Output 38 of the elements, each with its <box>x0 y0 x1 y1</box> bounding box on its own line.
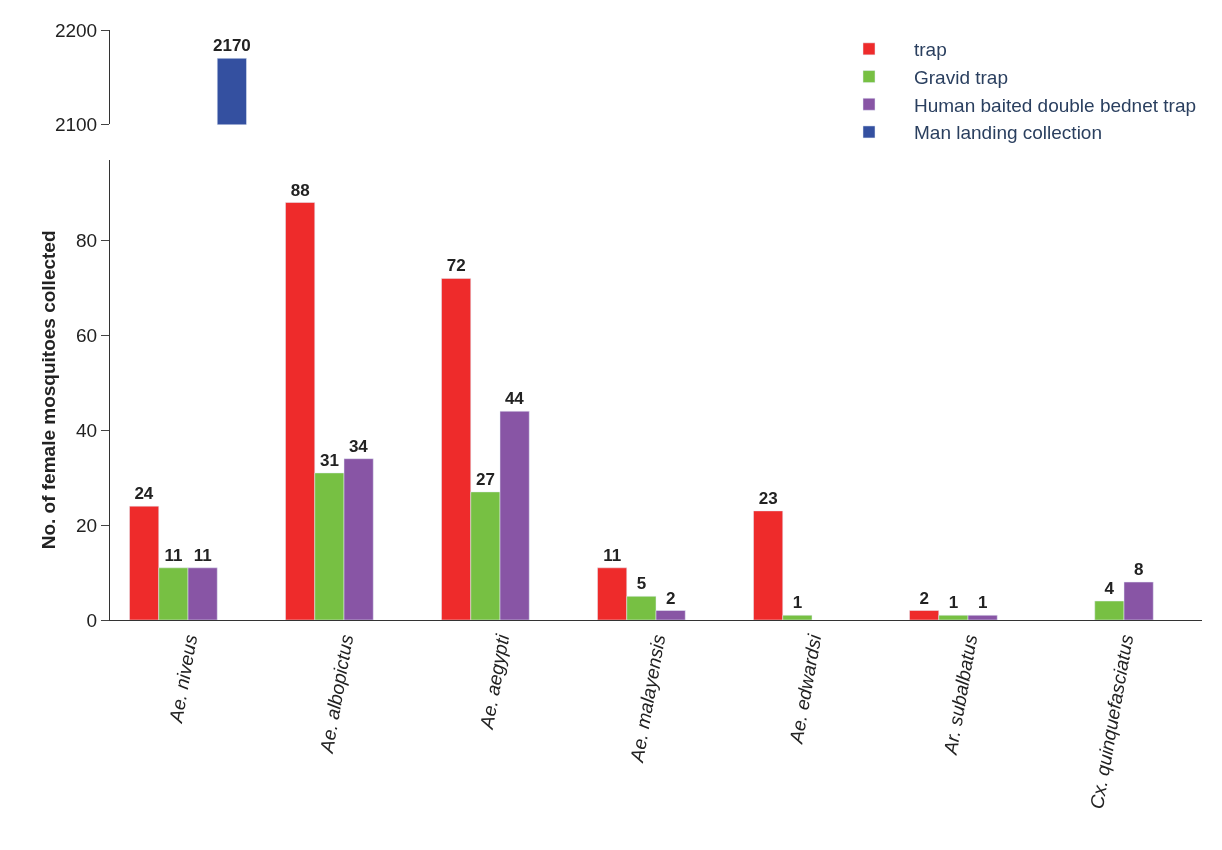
x-tick-label: Ae. malayensis <box>626 632 670 765</box>
data-label: 4 <box>1104 579 1115 599</box>
y-tick-label: 2200 <box>54 19 98 41</box>
data-label: 2 <box>665 588 676 608</box>
x-tick-label: Ae. aegypti <box>475 632 514 732</box>
data-label: 2 <box>919 588 929 608</box>
legend-label: Man landing collection <box>914 122 1103 144</box>
data-label: 11 <box>603 545 622 565</box>
data-label: 23 <box>758 488 778 508</box>
data-label: 11 <box>164 545 183 565</box>
legend-label: Human baited double bednet trap <box>914 94 1197 116</box>
legend-label: Gravid trap <box>914 66 1008 88</box>
data-label: 5 <box>636 574 647 594</box>
data-label: 34 <box>348 436 369 456</box>
y-tick-label: 2100 <box>54 114 98 136</box>
data-label: 44 <box>504 389 525 409</box>
y-tick-label: 0 <box>86 609 98 631</box>
data-label: 88 <box>290 180 310 200</box>
y-tick-label: 60 <box>76 324 98 346</box>
data-label: 24 <box>134 484 154 504</box>
y-tick-label: 40 <box>76 419 98 441</box>
data-label: 1 <box>948 593 959 613</box>
data-label: 2170 <box>212 36 251 56</box>
data-label: 8 <box>1133 560 1144 580</box>
data-label: 11 <box>193 545 212 565</box>
x-tick-label: Ar. subalbatus <box>939 632 982 757</box>
y-tick-label: 80 <box>76 230 98 252</box>
x-tick-label: Ae. albopictus <box>315 632 358 756</box>
data-label: 1 <box>792 593 803 613</box>
legend-label: trap <box>914 39 947 61</box>
data-label: 72 <box>446 256 466 276</box>
y-tick-label: 20 <box>76 514 98 536</box>
y-axis-title: No. of female mosquitoes collected <box>37 230 59 550</box>
data-label: 1 <box>977 593 988 613</box>
data-label: 27 <box>475 469 495 489</box>
x-tick-label: Ae. niveus <box>165 632 202 726</box>
data-label: 31 <box>319 450 339 470</box>
x-tick-label: Ae. edwardsi <box>785 632 826 746</box>
